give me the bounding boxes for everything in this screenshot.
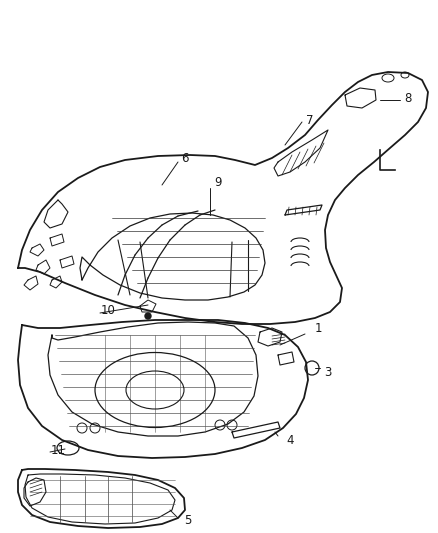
Text: 11: 11	[50, 443, 66, 456]
Text: 9: 9	[214, 175, 222, 189]
Text: 1: 1	[314, 321, 322, 335]
Text: 10: 10	[101, 303, 116, 317]
Text: 4: 4	[286, 433, 294, 447]
Text: 8: 8	[404, 92, 412, 104]
Text: 5: 5	[184, 513, 192, 527]
Text: 7: 7	[306, 114, 314, 126]
Text: 3: 3	[324, 366, 332, 378]
Text: 6: 6	[181, 151, 189, 165]
Circle shape	[145, 313, 151, 319]
